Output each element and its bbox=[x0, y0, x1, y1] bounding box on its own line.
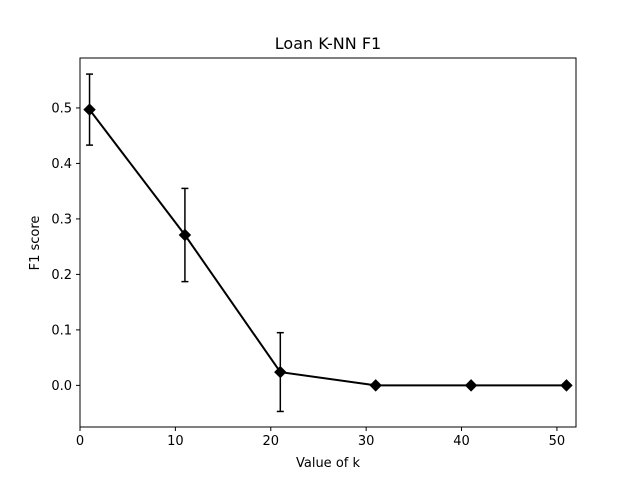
x-tick-label: 10 bbox=[167, 434, 184, 449]
y-axis-label: F1 score bbox=[28, 216, 43, 271]
x-tick-label: 30 bbox=[358, 434, 375, 449]
x-tick-label: 50 bbox=[549, 434, 566, 449]
y-tick-label: 0.5 bbox=[51, 101, 72, 116]
y-axis-ticks: 0.0 0.1 0.2 0.3 0.4 0.5 bbox=[51, 101, 80, 394]
y-tick-label: 0.0 bbox=[51, 379, 72, 394]
x-tick-label: 40 bbox=[453, 434, 470, 449]
data-point-marker bbox=[83, 103, 96, 116]
data-point-marker bbox=[178, 228, 192, 242]
x-axis-label: Value of k bbox=[296, 456, 360, 471]
series-line bbox=[88, 108, 567, 387]
x-axis-ticks: 0 10 20 30 40 50 bbox=[76, 427, 565, 449]
y-tick-label: 0.1 bbox=[51, 323, 72, 338]
data-point-marker bbox=[560, 379, 573, 392]
chart-title: Loan K-NN F1 bbox=[275, 34, 381, 53]
series-layer bbox=[83, 73, 573, 413]
y-tick-label: 0.2 bbox=[51, 268, 72, 283]
axes-frame bbox=[79, 57, 577, 428]
x-tick-label: 0 bbox=[76, 434, 84, 449]
x-tick-label: 20 bbox=[262, 434, 279, 449]
y-tick-label: 0.4 bbox=[51, 157, 72, 172]
y-tick-label: 0.3 bbox=[51, 212, 72, 227]
data-point-marker bbox=[464, 379, 478, 392]
data-point-marker bbox=[369, 379, 382, 392]
data-point-marker bbox=[274, 365, 287, 379]
